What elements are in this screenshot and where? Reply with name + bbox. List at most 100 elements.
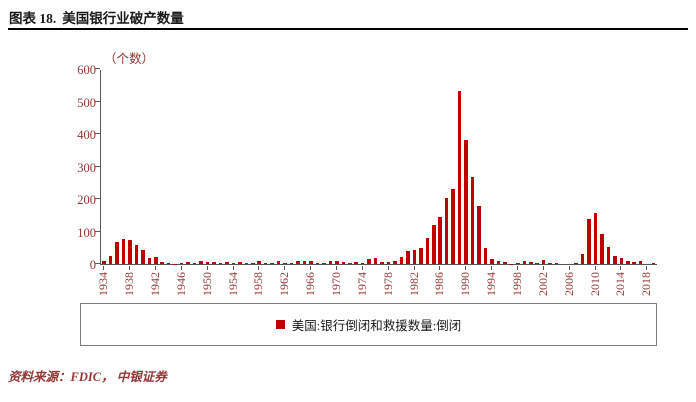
bar-2014 — [619, 258, 624, 264]
bar-1991 — [470, 176, 475, 264]
bar-1980 — [399, 256, 404, 264]
x-axis-ticks — [100, 265, 657, 270]
bar-1988 — [451, 188, 455, 264]
bar-2009 — [587, 218, 591, 264]
bar-1984 — [425, 238, 430, 264]
bar-1989 — [457, 91, 462, 264]
bar-1946 — [179, 263, 184, 264]
bar-1957 — [250, 263, 255, 264]
x-tick-label-1986: 1986 — [432, 272, 447, 296]
y-tick-label-200: 200 — [77, 193, 96, 207]
bar-1970 — [335, 261, 339, 264]
bar-1972 — [347, 263, 352, 264]
bar-1951 — [212, 262, 216, 264]
chart-number: 图表 18. — [9, 11, 57, 26]
bar-1939 — [134, 244, 139, 264]
bar-1947 — [186, 262, 190, 264]
bar-1934 — [102, 261, 106, 264]
x-tick-mark — [465, 266, 467, 270]
bar-2002 — [541, 260, 546, 264]
x-tick-label-1994: 1994 — [484, 272, 499, 296]
bar-2019 — [651, 262, 656, 264]
bar-1938 — [128, 239, 132, 264]
x-tick-mark — [387, 266, 389, 270]
y-tick-mark — [95, 263, 100, 264]
x-tick-mark — [103, 266, 105, 270]
x-tick-label-2014: 2014 — [613, 272, 628, 296]
bar-1935 — [108, 255, 113, 264]
bar-1978 — [386, 261, 391, 264]
bar-1960 — [270, 263, 274, 264]
bar-1956 — [244, 263, 249, 264]
bar-1993 — [483, 247, 488, 264]
x-tick-label-1950: 1950 — [199, 272, 214, 296]
bar-1969 — [328, 261, 333, 264]
bar-2008 — [580, 254, 585, 264]
x-tick-label-1958: 1958 — [251, 272, 266, 296]
x-tick-label-1934: 1934 — [96, 272, 111, 296]
source-note: 资料来源：FDIC， 中银证券 — [8, 370, 167, 384]
x-tick-mark — [646, 266, 648, 270]
bar-2012 — [606, 247, 611, 264]
bar-1955 — [238, 262, 242, 264]
x-tick-label-2002: 2002 — [535, 272, 550, 296]
bar-1949 — [199, 261, 203, 264]
bar-1990 — [464, 139, 468, 264]
chart-caption: 图表 18. 美国银行业破产数量 — [9, 7, 184, 27]
x-tick-mark — [258, 266, 260, 270]
bar-1996 — [503, 262, 507, 264]
bar-2000 — [528, 261, 533, 264]
bar-1982 — [412, 250, 417, 264]
bar-1940 — [141, 250, 145, 264]
bar-2016 — [632, 262, 636, 264]
x-tick-mark — [517, 266, 518, 270]
x-tick-label-1954: 1954 — [225, 272, 240, 296]
x-tick-label-1942: 1942 — [148, 272, 162, 296]
bar-1954 — [231, 262, 236, 264]
y-tick-mark — [95, 230, 100, 232]
x-tick-label-1970: 1970 — [329, 272, 343, 296]
bar-2007 — [574, 263, 578, 264]
y-tick-label-400: 400 — [77, 128, 96, 142]
bar-1948 — [192, 263, 197, 264]
x-tick-mark — [155, 266, 156, 270]
x-tick-label-1946: 1946 — [173, 272, 188, 296]
x-tick-label-2010: 2010 — [587, 272, 602, 296]
bar-1959 — [263, 263, 268, 264]
x-tick-label-1962: 1962 — [277, 272, 292, 296]
x-tick-mark — [180, 266, 182, 270]
legend-series-label: 美国:银行倒闭和救援数量:倒闭 — [291, 319, 462, 333]
x-tick-mark — [284, 266, 286, 270]
chart-title: 美国银行业破产数量 — [62, 11, 184, 26]
bar-2011 — [600, 234, 604, 264]
x-tick-mark — [232, 266, 234, 270]
bar-1944 — [166, 263, 171, 264]
bar-1976 — [373, 258, 378, 264]
bar-1964 — [296, 261, 300, 264]
bar-1979 — [393, 260, 397, 264]
x-tick-mark — [594, 266, 596, 270]
x-tick-label-1974: 1974 — [354, 272, 369, 296]
x-tick-mark — [413, 266, 415, 270]
x-tick-mark — [568, 266, 570, 270]
x-tick-mark — [206, 266, 208, 270]
bar-1966 — [309, 261, 313, 264]
bar-1943 — [160, 262, 165, 264]
bar-1941 — [147, 258, 152, 264]
y-tick-mark — [95, 133, 100, 134]
bar-1994 — [490, 259, 494, 264]
y-tick-mark — [95, 100, 100, 102]
bar-1958 — [257, 261, 261, 264]
bar-1937 — [121, 238, 126, 264]
bar-1999 — [522, 261, 527, 264]
y-axis-unit-label: （个数） — [104, 52, 155, 66]
bar-2010 — [593, 212, 598, 264]
bar-1950 — [205, 262, 210, 264]
bar-1983 — [419, 248, 423, 264]
plot-area — [95, 68, 657, 265]
bar-1973 — [354, 262, 358, 264]
y-tick-mark — [95, 165, 100, 167]
legend: 美国:银行倒闭和救援数量:倒闭 — [80, 303, 657, 346]
bar-1936 — [115, 241, 119, 264]
x-tick-mark — [336, 266, 337, 270]
